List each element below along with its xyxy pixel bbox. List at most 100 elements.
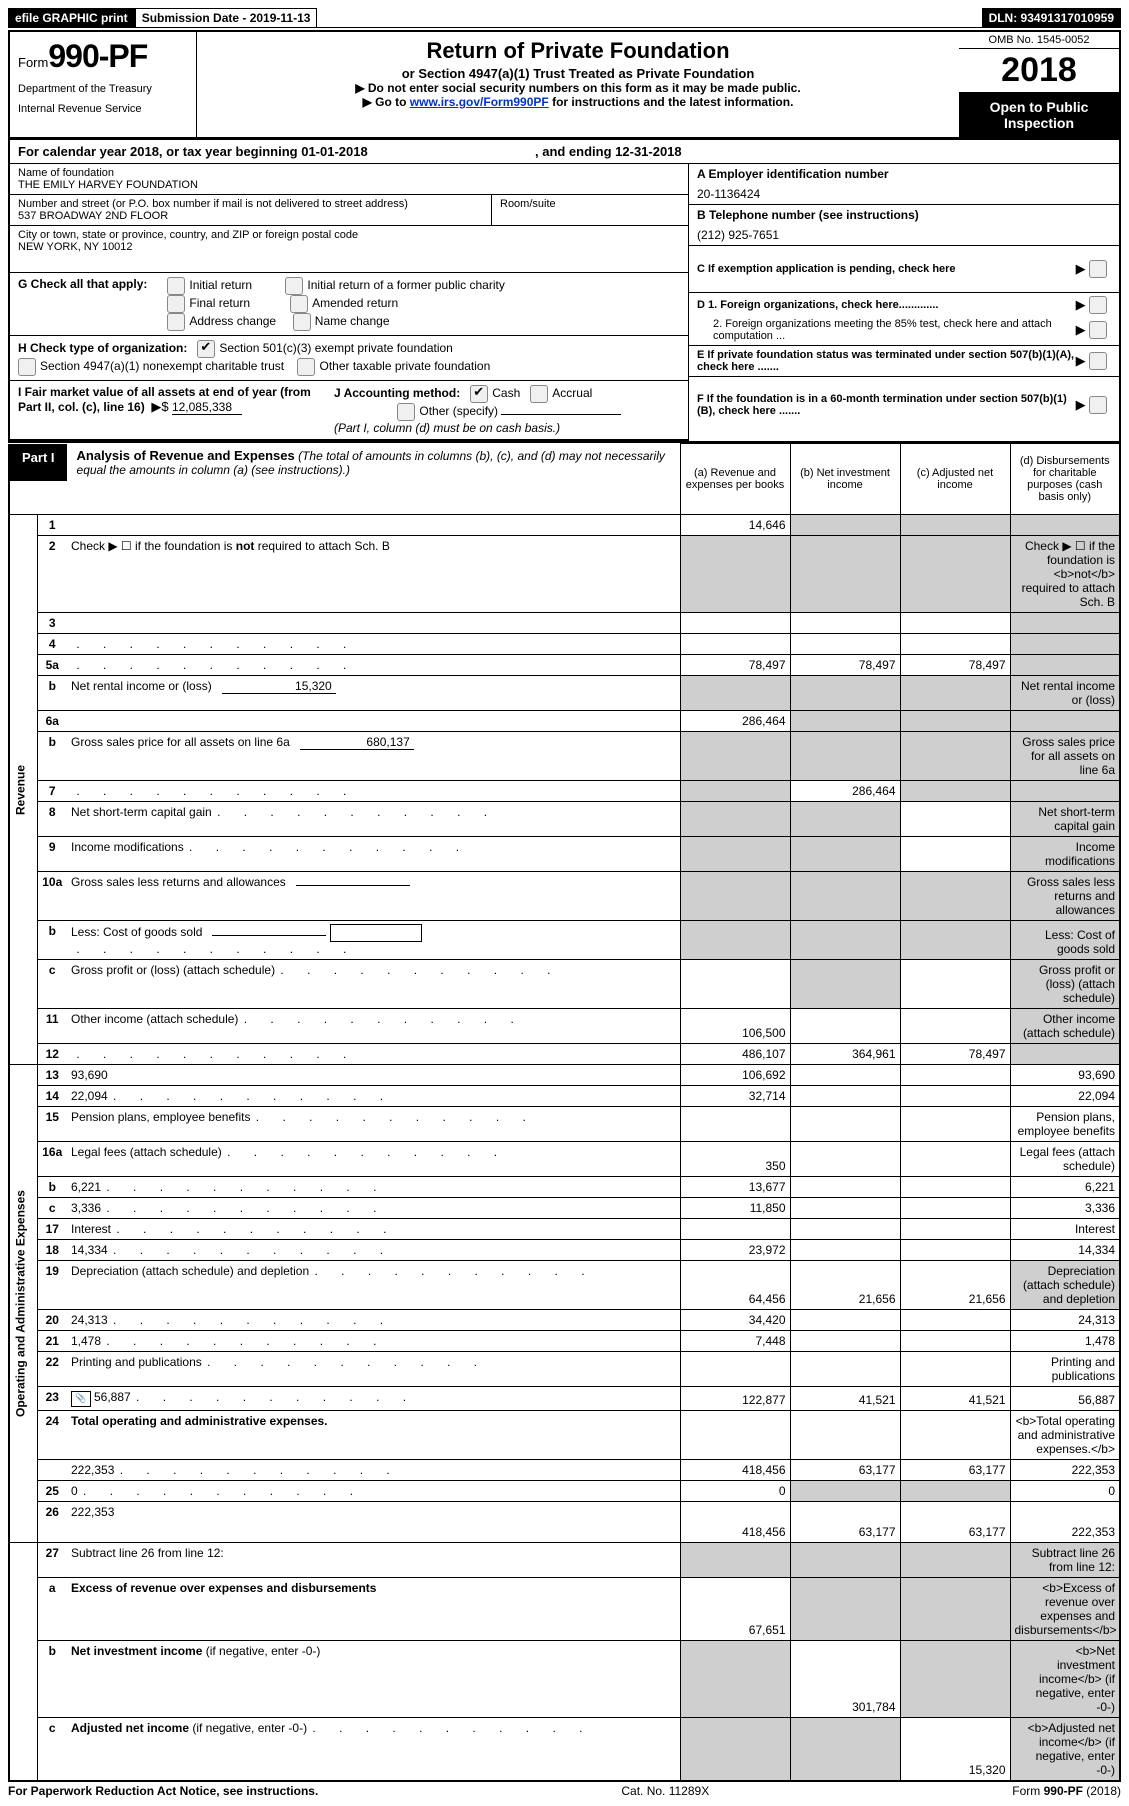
header-left: Form990-PF Department of the Treasury In… [10, 32, 197, 137]
expenses-sidelabel: Operating and Administrative Expenses [9, 1065, 37, 1543]
cell-27a-b [790, 1578, 900, 1641]
efile-tag: efile GRAPHIC print [8, 8, 135, 28]
h-label: H Check type of organization: [18, 341, 187, 355]
row-desc-1 [67, 515, 680, 536]
omb-number: OMB No. 1545-0052 [959, 32, 1119, 49]
cell-27a-c [900, 1578, 1010, 1641]
cell-26-b: 63,177 [790, 1502, 900, 1543]
row-16b: b6,22113,6776,221 [9, 1177, 1120, 1198]
form-header: Form990-PF Department of the Treasury In… [8, 30, 1121, 140]
cb-cash[interactable] [470, 385, 488, 403]
row-desc-25: 0 [67, 1481, 680, 1502]
cell-24-c [900, 1411, 1010, 1460]
row-3: 3 [9, 613, 1120, 634]
cb-amended[interactable] [290, 295, 308, 313]
cell-27b-d: <b>Net investment income</b> (if negativ… [1010, 1641, 1120, 1718]
cell-6b-d: Gross sales price for all assets on line… [1010, 732, 1120, 781]
city-cell: City or town, state or province, country… [10, 226, 688, 273]
cell-5b-b [790, 676, 900, 711]
row-10a: 10aGross sales less returns and allowanc… [9, 872, 1120, 921]
cb-4947a1[interactable] [18, 358, 36, 376]
row-num-14: 14 [37, 1086, 67, 1107]
row-desc-24: Total operating and administrative expen… [67, 1411, 680, 1460]
row-5b: bNet rental income or (loss) 15,320Net r… [9, 676, 1120, 711]
cell-20-a: 34,420 [680, 1310, 790, 1331]
name-label: Name of foundation [18, 167, 680, 179]
foundation-name-cell: Name of foundation THE EMILY HARVEY FOUN… [10, 164, 688, 195]
cell-15-b [790, 1107, 900, 1142]
cb-name-change[interactable] [293, 313, 311, 331]
irs-link[interactable]: www.irs.gov/Form990PF [410, 95, 549, 109]
cb-other-taxable[interactable] [297, 358, 315, 376]
cell-16a-a: 350 [680, 1142, 790, 1177]
cb-other-method[interactable] [397, 403, 415, 421]
f-text: F If the foundation is in a 60-month ter… [697, 393, 1076, 417]
row-num-26: 26 [37, 1502, 67, 1543]
cell-12-a: 486,107 [680, 1044, 790, 1065]
row-25: 25000 [9, 1481, 1120, 1502]
d1-arrow: ▶ [1076, 297, 1086, 313]
cb-foreign-85[interactable] [1089, 321, 1107, 339]
row-desc-17: Interest [67, 1219, 680, 1240]
inline-10b [212, 935, 326, 936]
row-num-6a: 6a [37, 711, 67, 732]
cell-16b-a: 13,677 [680, 1177, 790, 1198]
row-27b: bNet investment income (if negative, ent… [9, 1641, 1120, 1718]
cell-12-c: 78,497 [900, 1044, 1010, 1065]
row-desc-23: 📎56,887 [67, 1387, 680, 1411]
cell-8-d: Net short-term capital gain [1010, 802, 1120, 837]
cb-60month[interactable] [1089, 396, 1107, 414]
d-cell: D 1. Foreign organizations, check here..… [689, 293, 1119, 346]
cell-7-d [1010, 781, 1120, 802]
cell-21-c [900, 1331, 1010, 1352]
g-initial: Initial return [189, 278, 252, 292]
cell-27a-d: <b>Excess of revenue over expenses and d… [1010, 1578, 1120, 1641]
cell-27a-a: 67,651 [680, 1578, 790, 1641]
cell-25-a: 0 [680, 1481, 790, 1502]
header-right: OMB No. 1545-0052 2018 Open to Public In… [959, 32, 1119, 137]
row-num-13: 13 [37, 1065, 67, 1086]
row-14: 1422,09432,71422,094 [9, 1086, 1120, 1107]
cb-accrual[interactable] [530, 385, 548, 403]
schedule-icon[interactable]: 📎 [71, 1391, 91, 1407]
cell-15-a [680, 1107, 790, 1142]
cell-7-a [680, 781, 790, 802]
cell-10a-a [680, 872, 790, 921]
row-desc-8: Net short-term capital gain [67, 802, 680, 837]
cell-27c-c: 15,320 [900, 1718, 1010, 1782]
row-27a: aExcess of revenue over expenses and dis… [9, 1578, 1120, 1641]
cb-501c3[interactable] [197, 340, 215, 358]
cell-5a-b: 78,497 [790, 655, 900, 676]
cell-16c-c [900, 1198, 1010, 1219]
cb-initial-former[interactable] [285, 277, 303, 295]
row-desc-15: Pension plans, employee benefits [67, 1107, 680, 1142]
line27-sidecell [9, 1543, 37, 1782]
cb-foreign-org[interactable] [1089, 296, 1107, 314]
row-num-16b: b [37, 1177, 67, 1198]
cell-5a-d [1010, 655, 1120, 676]
cell-16b-d: 6,221 [1010, 1177, 1120, 1198]
cell-20-d: 24,313 [1010, 1310, 1120, 1331]
submission-date: Submission Date - 2019-11-13 [135, 8, 318, 28]
row-desc-10c: Gross profit or (loss) (attach schedule) [67, 960, 680, 1009]
d2-arrow: ▶ [1076, 322, 1086, 338]
cb-exemption-pending[interactable] [1089, 260, 1107, 278]
g-options: Initial return Initial return of a forme… [167, 277, 504, 331]
cell-24b-d: 222,353 [1010, 1460, 1120, 1481]
cb-address-change[interactable] [167, 313, 185, 331]
row-desc-2: Check ▶ ☐ if the foundation is not requi… [67, 536, 680, 613]
cb-final-return[interactable] [167, 295, 185, 313]
cell-10c-d: Gross profit or (loss) (attach schedule) [1010, 960, 1120, 1009]
cell-15-c [900, 1107, 1010, 1142]
row-desc-19: Depreciation (attach schedule) and deple… [67, 1261, 680, 1310]
calendar-year-line: For calendar year 2018, or tax year begi… [8, 140, 1121, 164]
cell-1-d [1010, 515, 1120, 536]
header-center: Return of Private Foundation or Section … [197, 32, 959, 137]
cell-1-b [790, 515, 900, 536]
j-note: (Part I, column (d) must be on cash basi… [334, 421, 560, 435]
cb-initial-return[interactable] [167, 277, 185, 295]
cell-1-a: 14,646 [680, 515, 790, 536]
row-desc-5a [67, 655, 680, 676]
cell-8-a [680, 802, 790, 837]
cb-terminated[interactable] [1089, 352, 1107, 370]
